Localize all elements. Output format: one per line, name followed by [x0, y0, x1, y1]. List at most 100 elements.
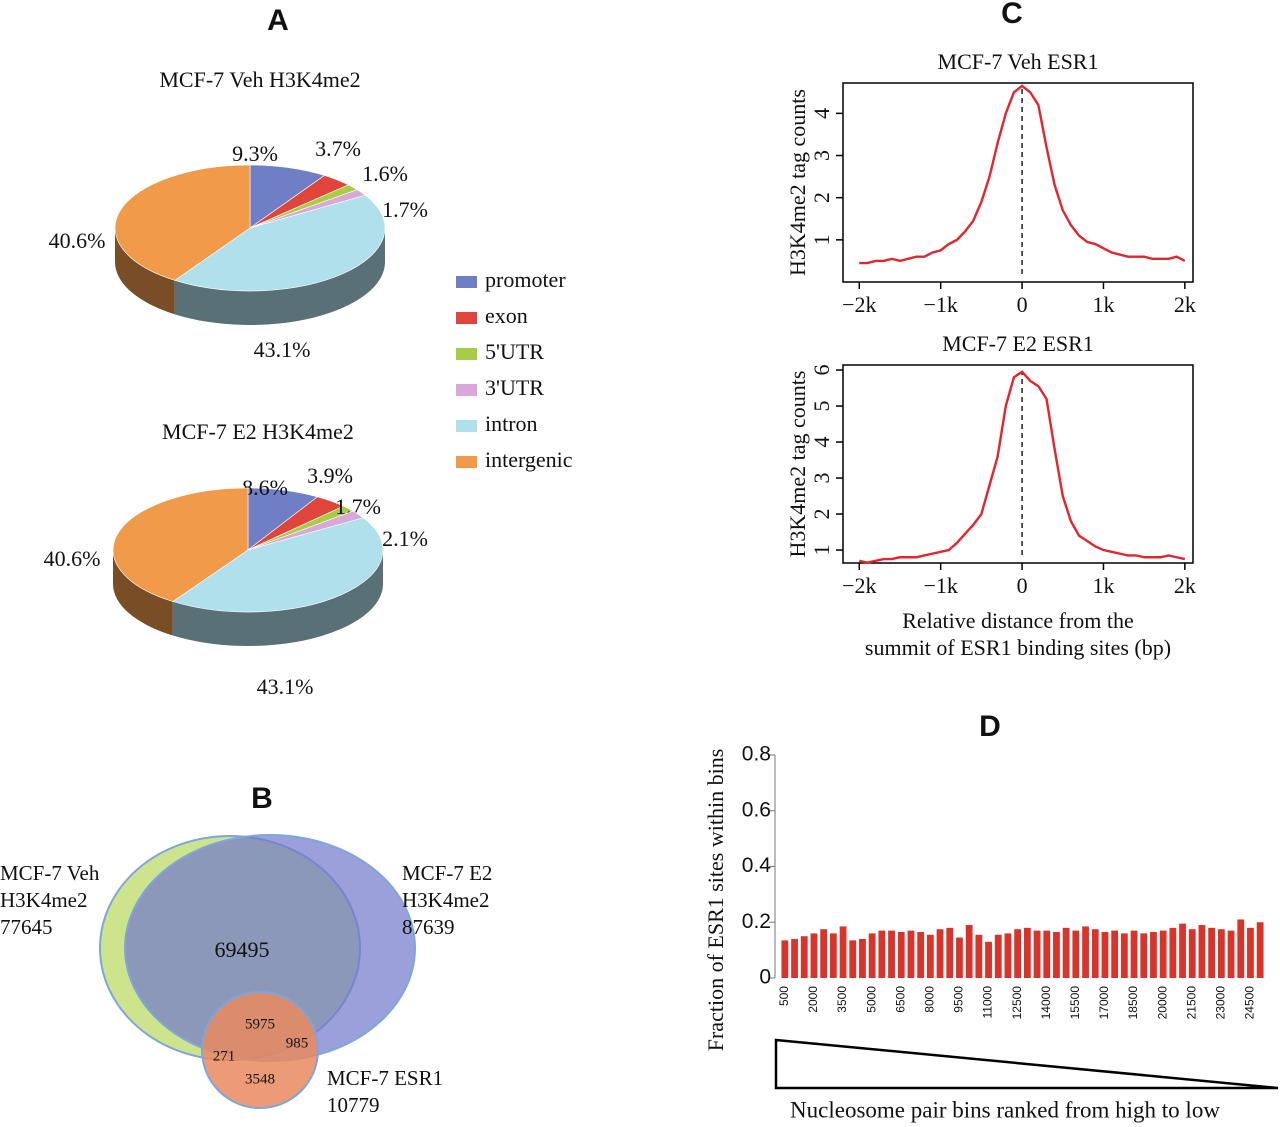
bar: [888, 930, 895, 978]
bar: [1140, 933, 1148, 978]
y-axis-label: H3K4me2 tag counts: [785, 371, 810, 558]
pie-slice-side: [113, 550, 173, 636]
legend-label: exon: [485, 303, 528, 328]
y-tick-label: 5: [809, 401, 834, 412]
bar: [946, 927, 954, 978]
pie-title: MCF-7 Veh H3K4me2: [159, 67, 360, 92]
pie-slice: [112, 487, 249, 602]
bar: [820, 929, 828, 978]
bar: [1169, 927, 1177, 978]
x-tick-label: 9500: [952, 986, 966, 1013]
bar: [897, 932, 905, 978]
venn-region-count: 5975: [245, 1016, 275, 1032]
venn-region-count: 271: [213, 1048, 236, 1064]
legend-swatch: [456, 276, 477, 288]
x-axis-label: Nucleosome pair bins ranked from high to…: [790, 1097, 1220, 1122]
bar: [1053, 932, 1060, 978]
bar: [829, 933, 837, 978]
bar: [1072, 930, 1080, 978]
x-tick-label: 12500: [1010, 986, 1024, 1020]
x-tick-label: 5000: [864, 986, 878, 1013]
venn-set-name: MCF-7 ESR1: [327, 1066, 444, 1090]
bar: [1033, 930, 1041, 978]
x-tick-label: 6500: [893, 986, 907, 1013]
pie-value-label: 8.6%: [242, 475, 288, 500]
venn-set-size: 10779: [327, 1093, 380, 1117]
panel-label: C: [1001, 0, 1023, 30]
venn-set-name: MCF-7 E2 H3K4me2: [402, 861, 493, 912]
bar: [1043, 930, 1051, 978]
pie-value-label: 43.1%: [254, 337, 311, 362]
chart-title: MCF-7 E2 ESR1: [942, 331, 1094, 356]
venn-set-size: 77645: [0, 915, 53, 939]
legend-swatch: [456, 384, 477, 396]
bar: [1179, 923, 1186, 978]
y-tick-label: 0.4: [742, 854, 772, 877]
y-tick-label: 6: [809, 365, 834, 376]
x-tick-label: −1k: [923, 292, 957, 317]
x-tick-label: 23000: [1214, 986, 1228, 1020]
venn-set: [201, 991, 319, 1109]
x-tick-label: −1k: [923, 573, 957, 598]
bar: [1198, 925, 1206, 978]
bar: [1247, 927, 1254, 978]
y-tick-label: 3: [809, 150, 834, 161]
bar: [965, 925, 973, 978]
y-tick-label: 2: [809, 192, 834, 203]
y-tick-label: 0.2: [742, 910, 771, 933]
panel-label: D: [979, 710, 1001, 743]
pie-slice-side: [172, 550, 383, 646]
pie-value-label: 1.6%: [362, 161, 408, 186]
bar: [1159, 930, 1167, 978]
bar: [985, 941, 992, 978]
bar: [1208, 927, 1216, 978]
bar: [1130, 930, 1138, 978]
rank-wedge: [774, 1038, 1279, 1090]
x-tick-label: −2k: [842, 573, 876, 598]
pie-value-label: 3.9%: [307, 463, 353, 488]
y-tick-label: 0.6: [742, 798, 771, 821]
bar: [839, 926, 847, 978]
x-axis-label: Relative distance from the summit of ESR…: [864, 608, 1172, 660]
bar: [1256, 922, 1264, 978]
pie-slice: [114, 164, 251, 281]
bar: [791, 938, 798, 978]
bar: [868, 933, 876, 978]
panel-label: B: [251, 782, 273, 815]
pie-slice: [172, 517, 384, 613]
y-tick-label: 0.8: [742, 743, 771, 766]
pie-value-label: 2.1%: [382, 526, 428, 551]
chart-title: MCF-7 Veh ESR1: [938, 49, 1099, 74]
legend-label: intron: [485, 411, 538, 436]
plot-frame: [842, 82, 1194, 283]
bar: [1150, 932, 1157, 978]
x-tick-label: 14000: [1039, 986, 1053, 1020]
bar: [878, 930, 886, 978]
bar: [907, 930, 915, 978]
x-tick-label: 21500: [1184, 986, 1198, 1020]
bar: [975, 934, 983, 978]
pie-slice: [249, 164, 326, 229]
panel-label: A: [267, 4, 289, 37]
x-tick-label: 15500: [1068, 986, 1082, 1020]
x-tick-label: 3500: [835, 986, 849, 1013]
pie-title: MCF-7 E2 H3K4me2: [162, 419, 354, 444]
bar: [1227, 930, 1235, 978]
x-tick-label: −2k: [842, 292, 876, 317]
bar: [1091, 929, 1099, 978]
venn-region-count: 69495: [215, 937, 270, 962]
x-tick-label: 20000: [1155, 986, 1169, 1020]
pie-slice-side: [115, 228, 175, 315]
bar: [1111, 930, 1119, 978]
x-tick-label: 500: [777, 986, 791, 1006]
legend-swatch: [456, 420, 477, 432]
legend-label: 3'UTR: [485, 375, 544, 400]
y-tick-label: 4: [809, 437, 834, 448]
pie-value-label: 3.7%: [315, 136, 361, 161]
pie-value-label: 43.1%: [257, 674, 314, 699]
y-axis-label: H3K4me2 tag counts: [785, 89, 810, 276]
bar: [936, 929, 944, 978]
bar: [956, 937, 963, 978]
